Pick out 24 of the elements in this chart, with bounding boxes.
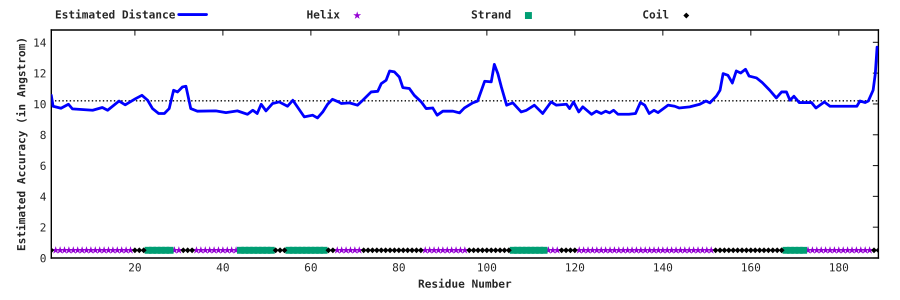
- line-series: [51, 46, 878, 120]
- x-tick-label: 60: [304, 263, 317, 272]
- legend-label: Estimated Distance: [56, 9, 175, 19]
- legend-label: Helix: [307, 9, 340, 19]
- y-tick-label: 2: [40, 223, 46, 232]
- y-tick-label: 8: [40, 130, 46, 140]
- y-axis-title: Estimated Accuracy (in Angstrom): [16, 39, 28, 250]
- x-tick-label: 80: [392, 263, 405, 272]
- x-tick-label: 180: [830, 263, 848, 272]
- x-tick-label: 100: [478, 263, 496, 272]
- x-tick-label: 20: [129, 263, 141, 272]
- y-tick-label: 10: [34, 100, 46, 108]
- y-tick-label: 12: [34, 69, 46, 78]
- legend-label: Strand: [472, 10, 510, 19]
- legend-label: Coil: [643, 9, 668, 19]
- x-tick-label: 120: [566, 263, 584, 272]
- y-tick-label: 0: [40, 254, 46, 262]
- y-tick-label: 14: [34, 38, 46, 47]
- y-tick-label: 4: [40, 192, 46, 201]
- x-tick-label: 140: [654, 263, 672, 272]
- x-tick-label: 160: [742, 263, 760, 272]
- x-axis-title: Residue Number: [418, 278, 512, 288]
- x-tick-label: 40: [216, 263, 229, 272]
- y-tick-label: 6: [40, 162, 46, 170]
